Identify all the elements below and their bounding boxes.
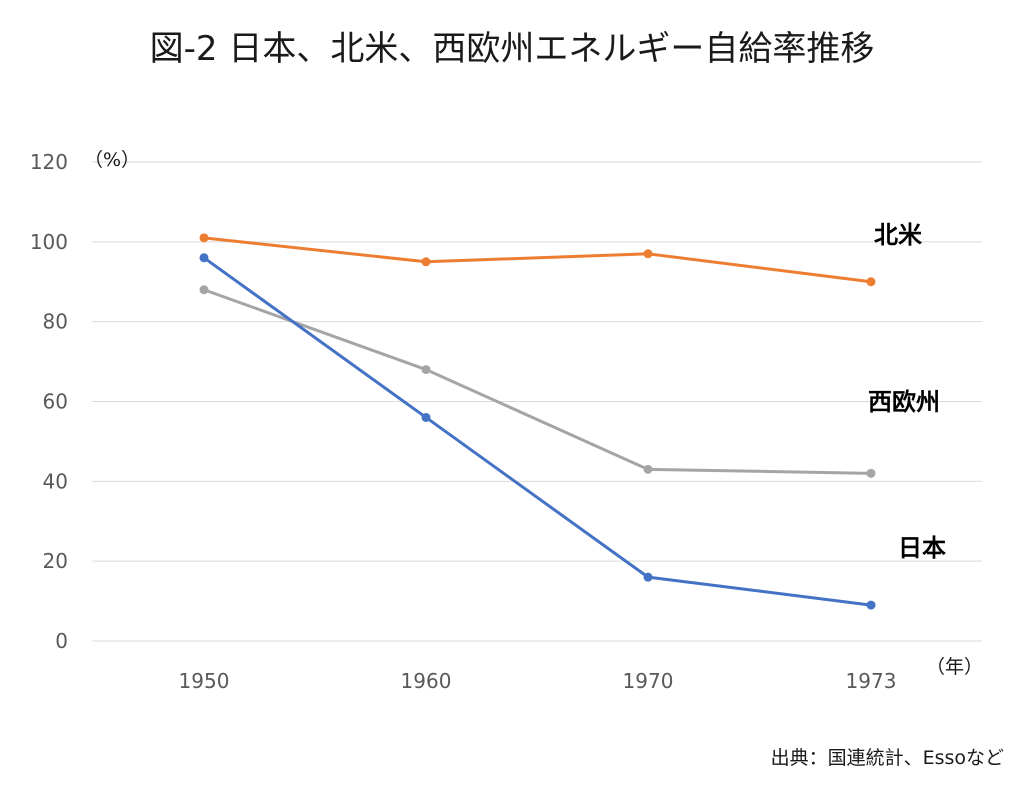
data-point — [421, 412, 431, 422]
data-point — [866, 600, 876, 610]
x-axis-ticks: 1950 1960 1970 1973 — [179, 669, 897, 693]
data-point — [199, 285, 209, 295]
y-tick-label: 120 — [30, 150, 68, 174]
series-label: 日本 — [898, 534, 946, 562]
series-lines — [199, 233, 876, 610]
y-tick-label: 40 — [43, 469, 68, 493]
data-point — [643, 249, 653, 259]
y-unit-label: （%） — [84, 149, 140, 171]
data-point — [199, 253, 209, 263]
x-tick-label: 1960 — [401, 669, 452, 693]
series-label: 西欧州 — [868, 388, 940, 416]
data-point — [866, 277, 876, 287]
gridlines — [92, 161, 982, 642]
data-point — [866, 468, 876, 478]
y-tick-label: 100 — [30, 230, 68, 254]
series-label: 北米 — [874, 221, 922, 249]
y-tick-label: 0 — [55, 629, 68, 653]
data-point — [421, 257, 431, 267]
y-axis-ticks: 0 20 40 60 80 100 120 — [30, 150, 68, 653]
y-tick-label: 80 — [43, 310, 68, 334]
y-tick-label: 60 — [43, 390, 68, 414]
x-tick-label: 1950 — [179, 669, 230, 693]
data-point — [643, 464, 653, 474]
data-point — [643, 572, 653, 582]
x-tick-label: 1970 — [623, 669, 674, 693]
y-tick-label: 20 — [43, 549, 68, 573]
data-point — [421, 365, 431, 375]
x-unit-label: （年） — [926, 656, 983, 678]
series-line — [203, 256, 872, 607]
source-note: 出典：国連統計、Essoなど — [771, 747, 1004, 769]
chart-title: 図-2 日本、北米、西欧州エネルギー自給率推移 — [150, 29, 875, 69]
series-line — [203, 288, 872, 475]
x-tick-label: 1973 — [846, 669, 897, 693]
series-line — [203, 236, 872, 284]
data-point — [199, 233, 209, 243]
